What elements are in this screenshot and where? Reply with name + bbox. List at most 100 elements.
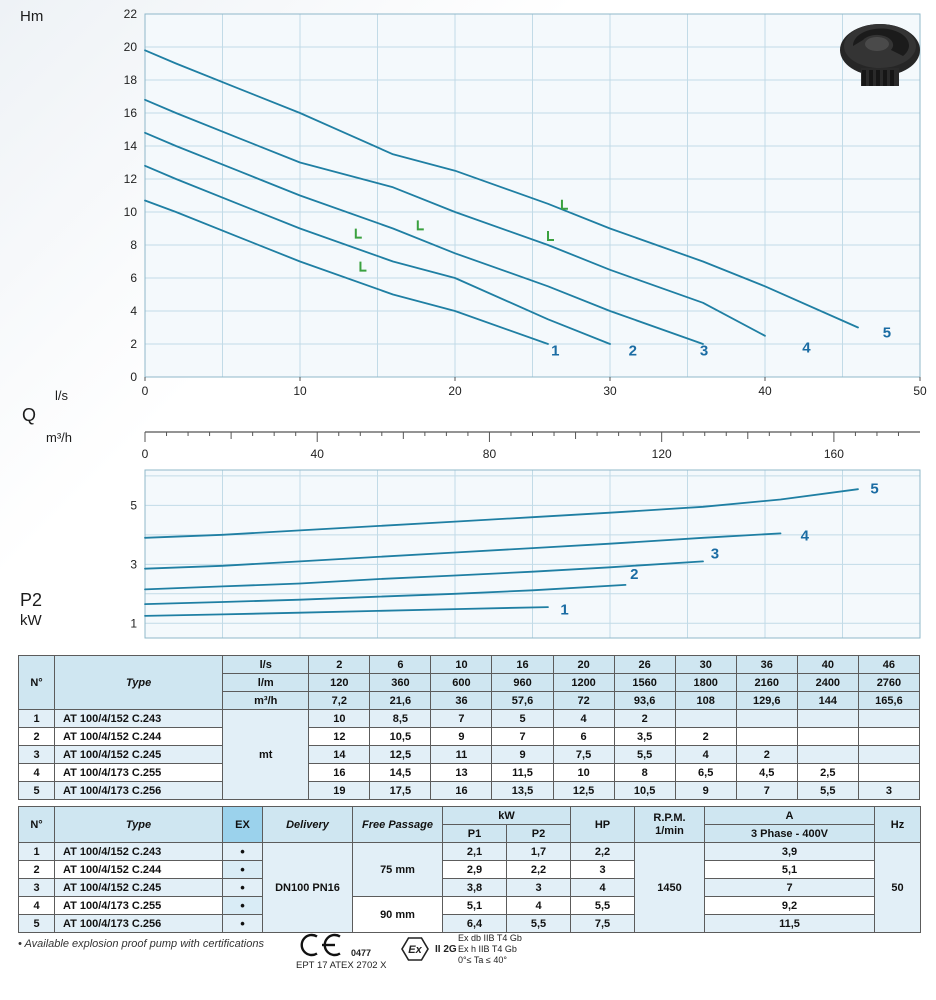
- header-row: N° Type EX Delivery Free Passage kW HP R.P.M. 1/…: [18, 806, 921, 843]
- svg-text:0: 0: [142, 447, 149, 461]
- svg-text:2: 2: [130, 337, 137, 351]
- svg-text:3: 3: [700, 343, 708, 360]
- svg-text:40: 40: [311, 447, 325, 461]
- head-value: 11,5: [491, 763, 554, 782]
- col-free-passage-header: Free Passage: [352, 806, 443, 843]
- head-value: 13: [430, 763, 493, 782]
- head-value: 16: [308, 763, 371, 782]
- head-value: 3,5: [613, 727, 676, 746]
- head-value: [857, 727, 921, 746]
- table-row: 3 AT 100/4/152 C.245 • 3,8 3 4 7: [18, 878, 921, 897]
- ce-mark-icon: [300, 933, 341, 957]
- col-phase-header: 3 Phase - 400V: [704, 824, 875, 843]
- pump-type: AT 100/4/173 C.255: [54, 763, 224, 782]
- head-value: 4: [674, 745, 737, 764]
- row-number: 1: [17, 709, 56, 728]
- free-passage-value: 90 mm: [352, 896, 443, 933]
- head-value: 14: [308, 745, 371, 764]
- pump-type: AT 100/4/152 C.243: [54, 709, 224, 728]
- flow-header-value: 960: [491, 673, 554, 692]
- head-value: 6: [552, 727, 615, 746]
- head-value: 7: [430, 709, 493, 728]
- table-row: 3 AT 100/4/152 C.245 14 12,5 11 9 7,5 5,5 4 2: [17, 745, 921, 764]
- head-value: 14,5: [369, 763, 432, 782]
- head-value: [796, 709, 859, 728]
- hp-value: 5,5: [570, 896, 635, 915]
- col-hz-header: Hz: [874, 806, 921, 843]
- svg-text:12: 12: [124, 172, 138, 186]
- svg-text:16: 16: [124, 106, 138, 120]
- hp-value: 7,5: [570, 914, 635, 933]
- row-number: 2: [18, 860, 55, 879]
- svg-text:6: 6: [130, 271, 137, 285]
- p1-value: 6,4: [442, 914, 507, 933]
- head-value: [857, 709, 921, 728]
- head-value: 12,5: [369, 745, 432, 764]
- cert-line: 0°≤ Ta ≤ 40°: [458, 955, 507, 965]
- ce-block: 0477 EPT 17 ATEX 2702 X: [296, 932, 386, 971]
- flow-header-value: 2160: [735, 673, 798, 692]
- head-value: 2: [613, 709, 676, 728]
- col-no-header: N°: [17, 655, 56, 710]
- header-row: l/m 120 360 600 960 1200 1560 1800 2160 2400 2760: [19, 673, 921, 692]
- head-value: 19: [308, 781, 371, 800]
- col-rpm-header: R.P.M. 1/min: [634, 806, 705, 843]
- flow-header-value: 57,6: [491, 691, 554, 710]
- svg-text:10: 10: [124, 205, 138, 219]
- head-value: [674, 709, 737, 728]
- flow-header-value: 144: [796, 691, 859, 710]
- head-unit-cell: mt: [222, 709, 310, 800]
- flow-header-value: 10: [430, 655, 493, 674]
- head-value: 10,5: [369, 727, 432, 746]
- svg-text:80: 80: [483, 447, 497, 461]
- svg-text:4: 4: [802, 339, 811, 356]
- unit-header: m³/h: [222, 691, 310, 710]
- svg-text:3: 3: [711, 545, 719, 562]
- ex-dot: •: [222, 842, 263, 861]
- pump-type: AT 100/4/152 C.243: [54, 842, 223, 861]
- hp-value: 2,2: [570, 842, 635, 861]
- head-value: 12,5: [552, 781, 615, 800]
- ex-dot: •: [222, 860, 263, 879]
- svg-text:160: 160: [824, 447, 844, 461]
- head-value: [796, 745, 859, 764]
- svg-text:2: 2: [630, 566, 638, 583]
- free-passage-value: 75 mm: [352, 842, 443, 897]
- flow-header-value: 1200: [552, 673, 615, 692]
- flow-header-value: 26: [613, 655, 676, 674]
- ce-number: 0477: [351, 948, 372, 958]
- table-row: 5 AT 100/4/173 C.256 • 6,4 5,5 7,5 11,5: [18, 914, 921, 933]
- flow-header-value: 7,2: [308, 691, 371, 710]
- col-a-header: A: [704, 806, 875, 825]
- pump-impeller-photo: [840, 24, 920, 86]
- p2-value: 3: [506, 878, 571, 897]
- svg-text:1: 1: [551, 343, 559, 360]
- m3h-axis-label: m³/h: [46, 430, 72, 445]
- head-value: 16: [430, 781, 493, 800]
- pump-type: AT 100/4/152 C.244: [54, 727, 224, 746]
- table-row: 4 AT 100/4/173 C.255 • 90 mm 5,1 4 5,5 9,2: [18, 896, 921, 933]
- svg-text:4: 4: [130, 304, 137, 318]
- row-number: 5: [17, 781, 56, 800]
- unit-header: l/s: [222, 655, 310, 674]
- svg-text:40: 40: [758, 384, 772, 398]
- svg-text:5: 5: [870, 481, 878, 498]
- pump-type: AT 100/4/173 C.256: [54, 781, 224, 800]
- flow-header-value: 165,6: [857, 691, 921, 710]
- pump-type: AT 100/4/152 C.244: [54, 860, 223, 879]
- atex-code: EPT 17 ATEX 2702 X: [296, 960, 387, 971]
- svg-text:4: 4: [801, 528, 810, 545]
- head-value: 3: [857, 781, 921, 800]
- ls-axis-label: l/s: [55, 388, 68, 403]
- head-value: 2: [674, 727, 737, 746]
- head-value: 9: [430, 727, 493, 746]
- q-axis-label: Q: [22, 405, 37, 425]
- amps-value: 3,9: [704, 842, 875, 861]
- flow-header-value: 6: [369, 655, 432, 674]
- flow-header-value: 600: [430, 673, 493, 692]
- p1-value: 3,8: [442, 878, 507, 897]
- head-value: 8,5: [369, 709, 432, 728]
- delivery-value: DN100 PN16: [262, 842, 353, 933]
